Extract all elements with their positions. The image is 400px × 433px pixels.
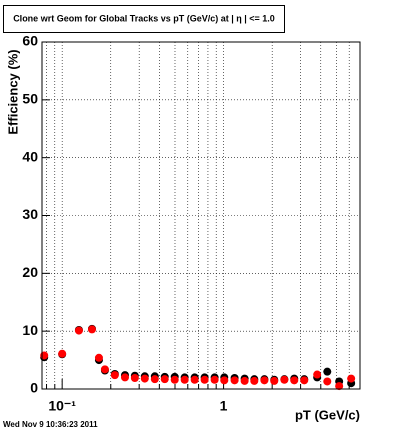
footer: Wed Nov 9 10:36:23 2011 xyxy=(3,420,98,429)
data-point xyxy=(160,375,169,384)
data-point xyxy=(110,371,119,380)
data-point xyxy=(130,374,139,383)
y-tick-label: 0 xyxy=(30,380,38,396)
data-point xyxy=(40,351,49,360)
y-tick-label: 10 xyxy=(22,322,38,338)
data-point xyxy=(74,326,83,335)
data-point xyxy=(300,376,309,385)
x-axis-label: pT (GeV/c) xyxy=(295,407,360,422)
data-point xyxy=(87,325,96,334)
chart-title: Clone wrt Geom for Global Tracks vs pT (… xyxy=(13,13,275,23)
y-tick-label: 50 xyxy=(22,91,38,107)
data-point xyxy=(200,375,209,384)
data-point xyxy=(347,374,356,383)
data-point xyxy=(230,376,239,385)
data-point xyxy=(94,353,103,362)
data-point xyxy=(180,375,189,384)
data-point xyxy=(170,375,179,384)
y-tick-label: 40 xyxy=(22,148,38,164)
data-point xyxy=(150,375,159,384)
data-point xyxy=(100,365,109,374)
data-point xyxy=(323,377,332,386)
y-axis-label: Efficiency (%) xyxy=(5,49,20,134)
data-point xyxy=(280,375,289,384)
x-tick-label: 10⁻¹ xyxy=(48,398,76,414)
data-point xyxy=(240,376,249,385)
data-point xyxy=(210,375,219,384)
data-point xyxy=(313,370,322,379)
data-point xyxy=(250,376,259,385)
y-tick-label: 60 xyxy=(22,33,38,49)
data-point xyxy=(220,376,229,385)
data-point xyxy=(270,376,279,385)
y-tick-label: 20 xyxy=(22,264,38,280)
title-box xyxy=(3,5,285,33)
plot xyxy=(40,324,356,391)
data-point xyxy=(120,373,129,382)
data-point xyxy=(58,349,67,358)
data-point xyxy=(260,376,269,385)
x-tick-label: 1 xyxy=(220,398,228,414)
data-point xyxy=(290,376,299,385)
frame xyxy=(41,41,361,390)
y-tick-label: 30 xyxy=(22,206,38,222)
data-point xyxy=(335,382,344,391)
data-point xyxy=(323,367,332,376)
data-point xyxy=(140,374,149,383)
data-point xyxy=(190,375,199,384)
